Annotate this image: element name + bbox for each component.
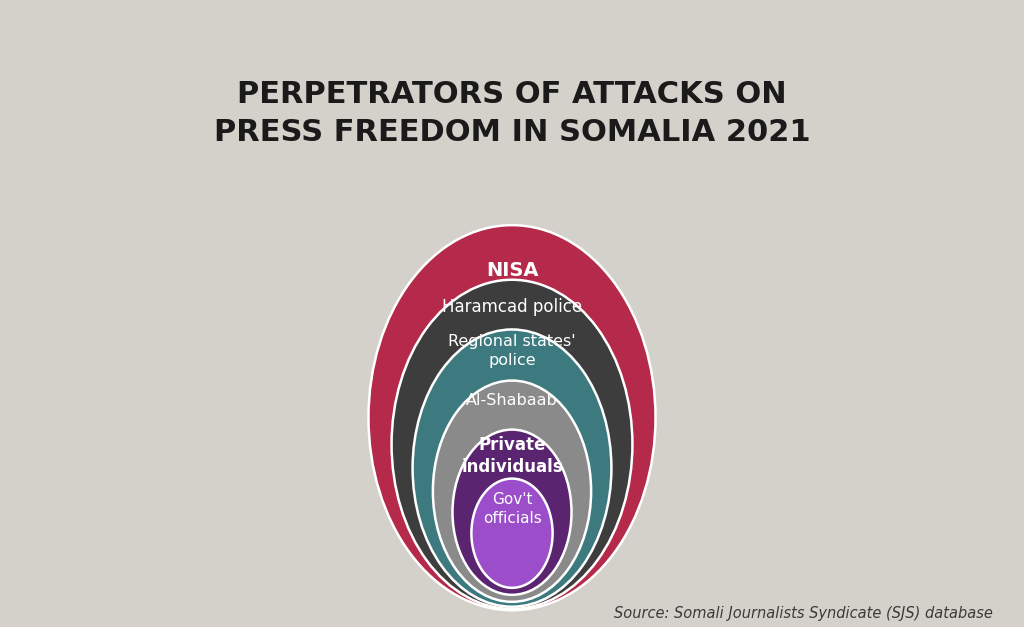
Text: PERPETRATORS OF ATTACKS ON
PRESS FREEDOM IN SOMALIA 2021: PERPETRATORS OF ATTACKS ON PRESS FREEDOM… bbox=[214, 80, 810, 147]
Ellipse shape bbox=[453, 429, 571, 595]
Ellipse shape bbox=[471, 478, 553, 588]
Ellipse shape bbox=[413, 329, 611, 607]
Text: Source: Somali Journalists Syndicate (SJS) database: Source: Somali Journalists Syndicate (SJ… bbox=[614, 606, 993, 621]
Ellipse shape bbox=[391, 280, 633, 609]
Ellipse shape bbox=[433, 381, 591, 602]
Ellipse shape bbox=[369, 225, 655, 610]
Text: Gov't
officials: Gov't officials bbox=[482, 492, 542, 525]
Text: Haramcad police: Haramcad police bbox=[442, 298, 582, 316]
Text: Private
individuals: Private individuals bbox=[461, 436, 563, 477]
Text: Regional states'
police: Regional states' police bbox=[449, 334, 575, 368]
Text: NISA: NISA bbox=[485, 261, 539, 280]
Text: Al-Shabaab: Al-Shabaab bbox=[466, 393, 558, 408]
